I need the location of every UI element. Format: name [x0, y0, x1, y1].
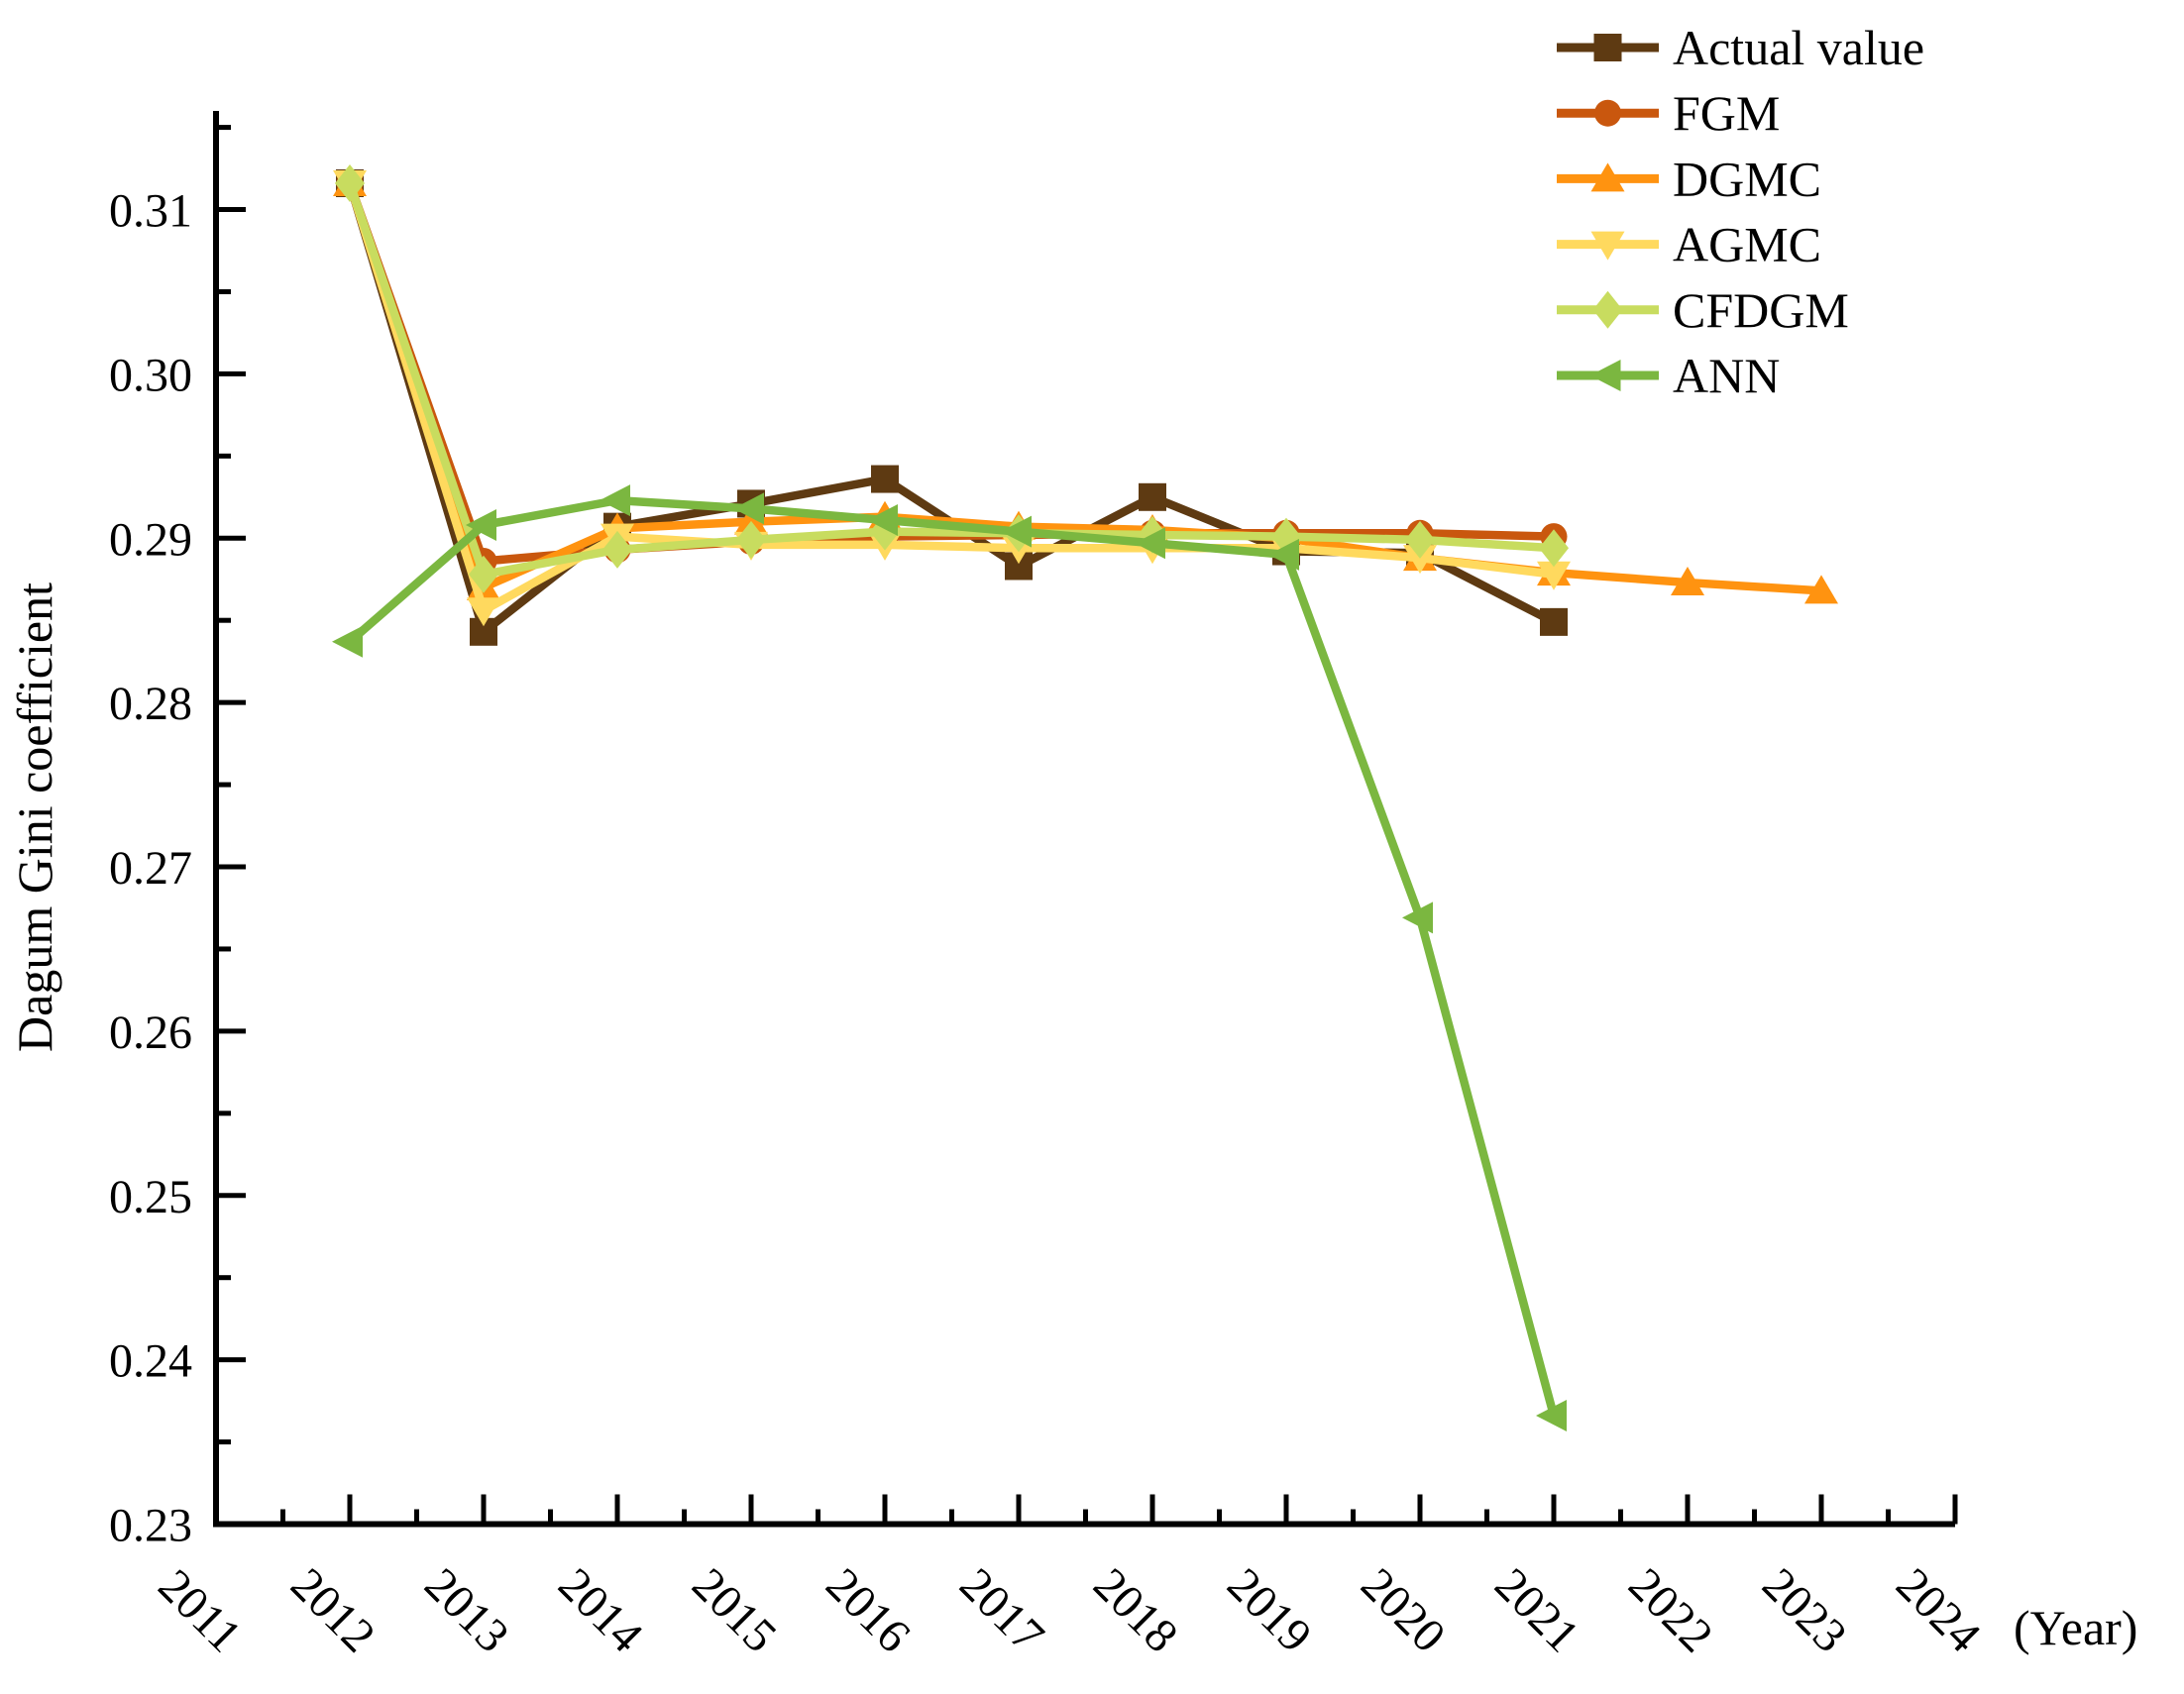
marker-square	[1593, 34, 1622, 61]
marker-triangle-up	[1590, 162, 1625, 192]
legend-label: Actual value	[1673, 20, 1924, 75]
x-tick-label: 2016	[816, 1558, 920, 1662]
marker-triangle-down	[1537, 561, 1571, 590]
legend-label: FGM	[1673, 85, 1780, 141]
y-tick-label: 0.28	[109, 678, 192, 730]
legend-item-cfdgm: CFDGM	[1557, 282, 1849, 338]
marker-square	[1540, 607, 1568, 636]
y-tick-label: 0.30	[109, 349, 192, 401]
marker-diamond	[1405, 520, 1435, 559]
x-tick-label: 2015	[682, 1558, 786, 1662]
marker-triangle-left	[1589, 360, 1621, 391]
marker-triangle-down	[1403, 545, 1437, 575]
marker-diamond	[736, 520, 766, 559]
marker-triangle-up	[1671, 567, 1704, 596]
y-tick-label: 0.25	[109, 1171, 192, 1223]
marker-square	[871, 465, 899, 493]
marker-diamond	[469, 555, 498, 593]
marker-diamond	[1592, 290, 1623, 329]
y-tick-label: 0.27	[109, 842, 192, 895]
x-tick-label: 2019	[1217, 1558, 1321, 1662]
x-tick-label: 2021	[1484, 1558, 1588, 1662]
marker-triangle-down	[467, 597, 500, 627]
y-tick-label: 0.24	[109, 1335, 192, 1388]
x-tick-label: 2024	[1886, 1558, 1990, 1662]
series-line	[347, 495, 1559, 1418]
series-line	[345, 181, 1555, 567]
legend-item-ann: ANN	[1557, 348, 1780, 403]
axes: 0.23 0.24 0.25 0.26 0.27 0.28 0.29 0.30 0.31 2011…	[109, 111, 1991, 1662]
legend-label: AGMC	[1673, 217, 1821, 272]
x-tick-label: 2014	[548, 1558, 652, 1662]
marker-triangle-up	[1804, 575, 1838, 604]
y-tick-label: 0.26	[109, 1006, 192, 1059]
x-tick-label: 2022	[1618, 1558, 1722, 1662]
x-tick-label: 2018	[1083, 1558, 1187, 1662]
series-cfdgm	[335, 163, 1569, 593]
marker-triangle-up	[734, 505, 768, 535]
marker-triangle-left	[1001, 515, 1032, 548]
series-line	[345, 181, 1555, 617]
x-tick-label: 2020	[1351, 1558, 1455, 1662]
x-tick-label: 2017	[949, 1558, 1053, 1662]
x-axis-unit-label: (Year)	[2014, 1600, 2137, 1655]
marker-diamond	[602, 530, 632, 569]
marker-triangle-left	[466, 508, 496, 541]
marker-triangle-left	[867, 504, 898, 537]
marker-square	[1139, 482, 1166, 511]
marker-triangle-left	[1536, 1400, 1567, 1432]
series-ann	[332, 484, 1567, 1432]
y-tick-label: 0.31	[109, 185, 192, 238]
x-tick-label: 2013	[414, 1558, 518, 1662]
marker-triangle-left	[1402, 901, 1433, 934]
legend-item-actual-value: Actual value	[1557, 20, 1924, 75]
legend: Actual value FGM DGMC AGMC CFDGM ANN	[1557, 20, 1924, 403]
marker-triangle-left	[332, 625, 363, 658]
marker-circle	[1594, 99, 1621, 127]
y-axis-title: Dagum Gini coefficient	[7, 582, 62, 1052]
y-tick-label: 0.29	[109, 513, 192, 566]
marker-triangle-left	[1268, 538, 1299, 571]
x-tick-label: 2023	[1752, 1558, 1856, 1662]
legend-item-fgm: FGM	[1557, 85, 1780, 141]
legend-item-dgmc: DGMC	[1557, 151, 1821, 206]
legend-label: CFDGM	[1673, 282, 1849, 338]
legend-item-agmc: AGMC	[1557, 217, 1821, 272]
x-tick-label: 2012	[280, 1558, 384, 1662]
y-tick-label: 0.23	[109, 1500, 192, 1552]
legend-label: DGMC	[1673, 151, 1821, 206]
series-line	[345, 181, 1555, 580]
x-tick-label: 2011	[149, 1559, 252, 1662]
marker-triangle-left	[1135, 527, 1165, 560]
series-line	[345, 181, 1822, 595]
legend-label: ANN	[1673, 348, 1780, 403]
marker-diamond	[335, 163, 365, 202]
marker-triangle-left	[733, 492, 764, 525]
series-layer	[332, 163, 1838, 1432]
marker-triangle-down	[1590, 231, 1625, 261]
marker-diamond	[1539, 529, 1569, 568]
marker-triangle-left	[600, 484, 630, 517]
